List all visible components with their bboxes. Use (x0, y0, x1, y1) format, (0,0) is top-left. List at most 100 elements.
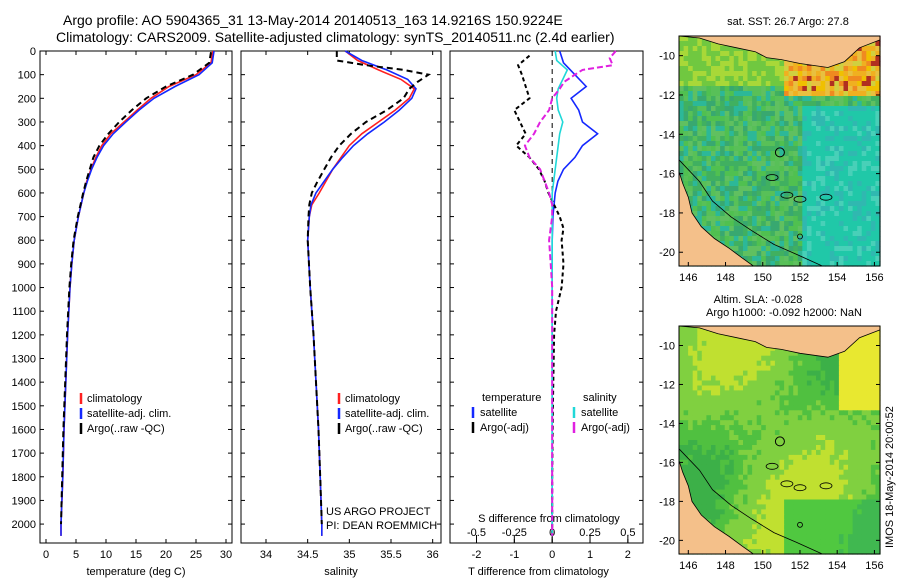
map-cell (797, 186, 803, 192)
legend-label: Argo(..raw -QC) (87, 423, 165, 435)
map-cell (816, 524, 822, 530)
map-cell (866, 251, 872, 257)
map-cell (834, 484, 840, 491)
map-cell (784, 435, 790, 441)
map-cell (834, 464, 840, 471)
map-cell (848, 241, 854, 247)
map-cell (752, 136, 758, 142)
y-tick-label: -14 (659, 129, 675, 141)
map-cell (784, 96, 790, 102)
map-cell (793, 504, 799, 510)
map-cell (870, 231, 877, 237)
map-cell (797, 66, 803, 72)
profile-location-marker (774, 147, 785, 158)
map-cell (738, 504, 744, 510)
map-cell (765, 181, 771, 187)
map-cell (852, 186, 858, 192)
map-cell (870, 131, 877, 137)
map-cell (770, 509, 776, 515)
map-cell (784, 549, 790, 555)
map-cell (724, 504, 730, 510)
map-cell (784, 71, 790, 77)
map-cell (720, 459, 726, 466)
map-cell (838, 251, 845, 257)
map-cell (829, 430, 835, 436)
map-cell (861, 335, 867, 342)
map-cell (729, 534, 735, 540)
map-cell (688, 395, 694, 401)
map-cell (861, 504, 867, 510)
map-cell (825, 360, 831, 367)
reef-outline (793, 195, 807, 203)
map-cell (802, 121, 808, 127)
map-cell (688, 385, 694, 392)
map-cell (747, 355, 753, 362)
map-cell (765, 529, 771, 535)
map-cell (797, 474, 803, 481)
map-cell (715, 484, 721, 491)
map-cell (688, 71, 694, 77)
map-cell (843, 464, 849, 471)
map-cell (784, 395, 790, 401)
map-cell (715, 161, 721, 167)
map-cell (861, 176, 867, 182)
map-cell (806, 484, 813, 491)
map-cell (724, 206, 730, 212)
map-cell (820, 146, 826, 152)
map-cell (788, 449, 794, 456)
map-cell (802, 161, 808, 167)
map-cell (875, 216, 881, 222)
map-cell (784, 211, 790, 217)
map-cell (852, 509, 858, 515)
map-cell (802, 534, 808, 540)
map-cell (697, 116, 703, 122)
map-cell (793, 464, 799, 471)
map-cell (706, 211, 712, 217)
map-cell (788, 405, 794, 411)
map-cell (679, 91, 685, 97)
map-cell (861, 529, 867, 535)
map-cell (706, 445, 712, 451)
map-cell (743, 86, 749, 92)
map-cell (870, 116, 877, 122)
x-tick-label: 154 (828, 272, 846, 284)
map-cell (743, 141, 749, 147)
map-cell (724, 360, 730, 367)
map-cell (838, 454, 845, 461)
map-cell (866, 76, 872, 82)
map-cell (688, 51, 694, 57)
map-cell (697, 96, 703, 102)
map-cell (857, 166, 863, 172)
map-cell (825, 261, 831, 267)
x-tick-label: 146 (679, 272, 697, 284)
map-cell (761, 360, 767, 367)
map-cell (770, 181, 776, 187)
map-cell (784, 469, 790, 476)
map-cell (711, 519, 717, 525)
map-cell (765, 494, 771, 501)
map-cell (715, 425, 721, 431)
map-cell (870, 196, 877, 202)
map-cell (820, 66, 826, 72)
map-cell (747, 221, 753, 227)
map-cell (852, 529, 858, 535)
map-cell (861, 449, 867, 456)
map-cell (866, 256, 872, 262)
map-cell (793, 534, 799, 540)
map-cell (843, 176, 849, 182)
map-cell (825, 519, 831, 525)
map-cell (706, 166, 712, 172)
map-cell (797, 136, 803, 142)
map-cell (720, 56, 726, 62)
map-cell (843, 365, 849, 372)
map-cell (752, 370, 758, 377)
map-cell (688, 430, 694, 436)
map-cell (774, 166, 781, 172)
map-cell (765, 76, 771, 82)
map-cell (861, 375, 867, 382)
map-cell (752, 350, 758, 357)
map-cell (761, 241, 767, 247)
map-cell (843, 375, 849, 382)
map-cell (843, 484, 849, 491)
map-cell (765, 385, 771, 392)
